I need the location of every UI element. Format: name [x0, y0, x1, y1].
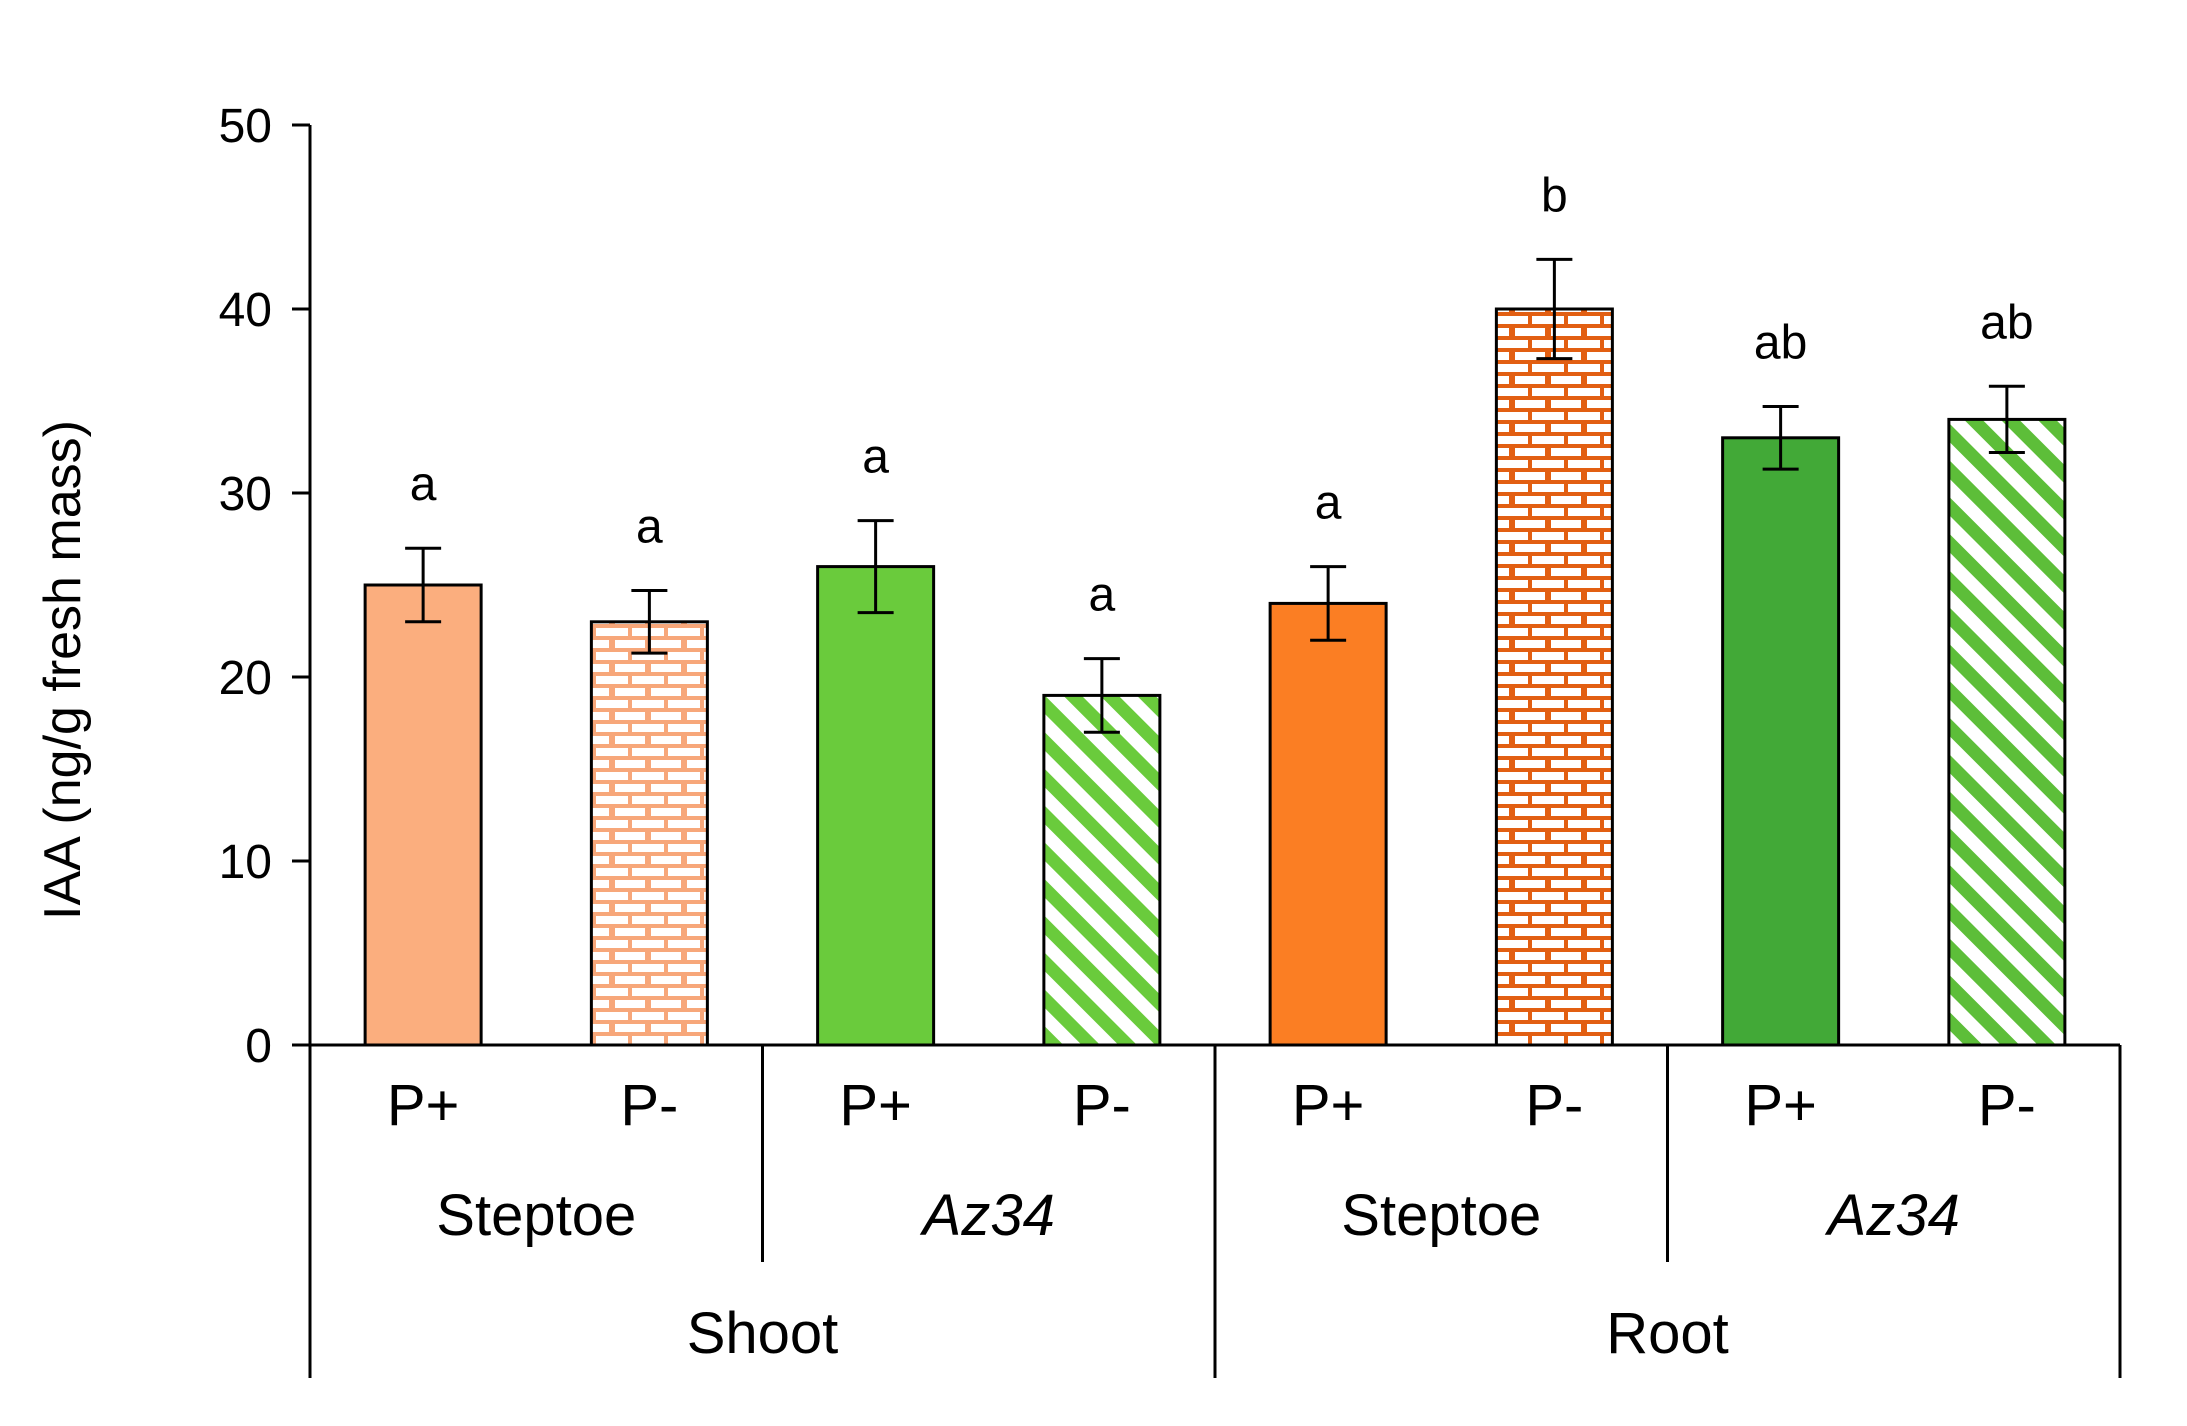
bars-layer: [363, 307, 2067, 1047]
treatment-label: P-: [1525, 1073, 1583, 1138]
y-tick-label: 50: [219, 100, 272, 153]
treatment-label: P+: [839, 1073, 912, 1138]
bar-root-steptoe-p-plus: [1268, 601, 1388, 1047]
y-tick-label: 10: [219, 836, 272, 889]
tissue-label: Root: [1606, 1301, 1729, 1366]
significance-label: b: [1541, 169, 1568, 222]
y-tick-label: 30: [219, 468, 272, 521]
significance-label: a: [1089, 569, 1116, 622]
tissue-label: Shoot: [687, 1301, 839, 1366]
bar-shoot-az34-p-plus: [816, 565, 936, 1047]
significance-label: a: [410, 458, 437, 511]
genotype-label: Az34: [920, 1183, 1055, 1248]
bar-shoot-az34-p-minus: [1042, 693, 1162, 1047]
significance-label: ab: [1980, 296, 2033, 349]
y-tick-label: 20: [219, 652, 272, 705]
significance-label: ab: [1754, 317, 1807, 370]
y-tick-label: 40: [219, 284, 272, 337]
y-tick-label: 0: [245, 1020, 272, 1073]
significance-label: a: [862, 431, 889, 484]
y-axis-label: IAA (ng/g fresh mass): [34, 420, 92, 920]
bar-shoot-steptoe-p-minus: [589, 620, 709, 1047]
genotype-label: Steptoe: [1341, 1183, 1541, 1248]
error-bars-layer: [405, 257, 2025, 734]
treatment-label: P+: [1292, 1073, 1365, 1138]
category-labels-layer: P+ P- P+ P- P+ P- P+ P- Steptoe Az34 Steptoe Az34 Sh…: [387, 1073, 2036, 1366]
bar-root-steptoe-p-minus: [1494, 307, 1614, 1047]
axes-layer: 0 10 20 30 40 50: [219, 100, 2122, 1378]
genotype-label: Steptoe: [436, 1183, 636, 1248]
treatment-label: P+: [387, 1073, 460, 1138]
treatment-label: P+: [1744, 1073, 1817, 1138]
bar-root-az34-p-plus: [1721, 436, 1841, 1047]
significance-label: a: [636, 501, 663, 554]
bar-shoot-steptoe-p-plus: [363, 583, 483, 1047]
treatment-label: P-: [1978, 1073, 2036, 1138]
significance-label: a: [1315, 477, 1342, 530]
bar-root-az34-p-minus: [1947, 417, 2067, 1047]
treatment-label: P-: [620, 1073, 678, 1138]
genotype-label: Az34: [1825, 1183, 1960, 1248]
treatment-label: P-: [1073, 1073, 1131, 1138]
